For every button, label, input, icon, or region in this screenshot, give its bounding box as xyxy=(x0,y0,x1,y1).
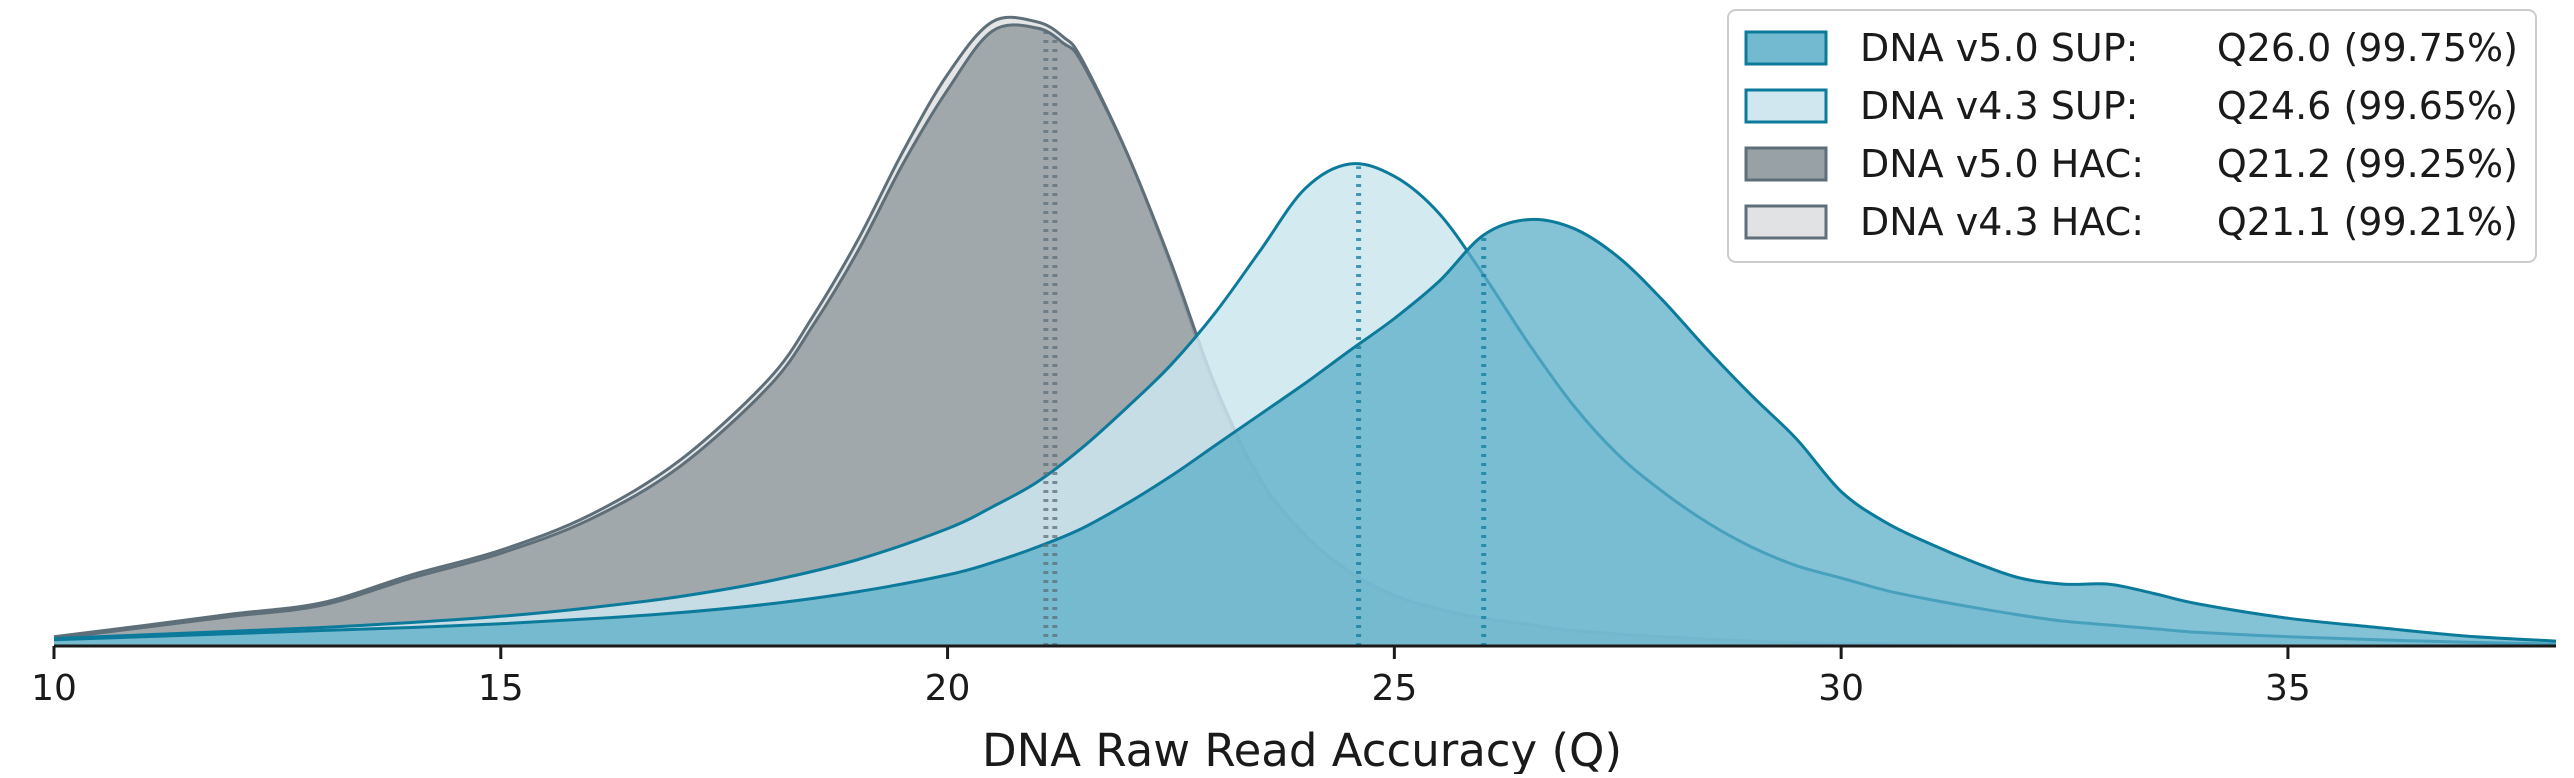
x-tick-label: 30 xyxy=(1818,668,1864,709)
x-tick-label: 10 xyxy=(31,668,77,709)
legend-entry-dna-v5-0-sup: DNA v5.0 SUP: Q26.0 (99.75%) xyxy=(1744,26,2518,70)
density-area-dna-v5-0-hac xyxy=(54,24,2556,647)
x-axis-title: DNA Raw Read Accuracy (Q) xyxy=(982,724,1622,774)
legend-entry-dna-v4-3-hac: DNA v4.3 HAC: Q21.1 (99.21%) xyxy=(1744,200,2518,244)
median-lines-layer xyxy=(1043,26,1487,646)
x-tick-label: 25 xyxy=(1371,668,1417,709)
legend-value: Q24.6 (99.65%) xyxy=(2217,84,2518,128)
x-tick-label: 15 xyxy=(478,668,524,709)
legend-label: DNA v5.0 HAC: xyxy=(1860,142,2144,186)
x-axis-ticks: 10 15 20 25 30 35 xyxy=(31,646,2311,709)
x-tick-label: 20 xyxy=(925,668,971,709)
legend-value: Q26.0 (99.75%) xyxy=(2217,26,2518,70)
legend-value: Q21.1 (99.21%) xyxy=(2217,200,2518,244)
series-layer xyxy=(53,15,2557,648)
legend-entry-dna-v5-0-hac: DNA v5.0 HAC: Q21.2 (99.25%) xyxy=(1744,142,2518,186)
x-tick-label: 35 xyxy=(2265,668,2311,709)
legend: DNA v5.0 SUP: Q26.0 (99.75%) DNA v4.3 SUP:… xyxy=(1727,9,2537,263)
density-curve-dna-v5-0-sup xyxy=(53,217,2557,643)
legend-label: DNA v4.3 SUP: xyxy=(1860,84,2138,128)
legend-label: DNA v4.3 HAC: xyxy=(1860,200,2144,244)
density-area-dna-v5-0-sup xyxy=(54,219,2556,647)
legend-frame xyxy=(1727,9,2537,263)
legend-value: Q21.2 (99.25%) xyxy=(2217,142,2518,186)
legend-label: DNA v5.0 SUP: xyxy=(1860,26,2138,70)
legend-swatch xyxy=(1744,146,1828,182)
legend-swatch xyxy=(1744,204,1828,240)
legend-swatch xyxy=(1744,88,1828,124)
legend-swatch xyxy=(1744,30,1828,66)
legend-entry-dna-v4-3-sup: DNA v4.3 SUP: Q24.6 (99.65%) xyxy=(1744,84,2518,128)
